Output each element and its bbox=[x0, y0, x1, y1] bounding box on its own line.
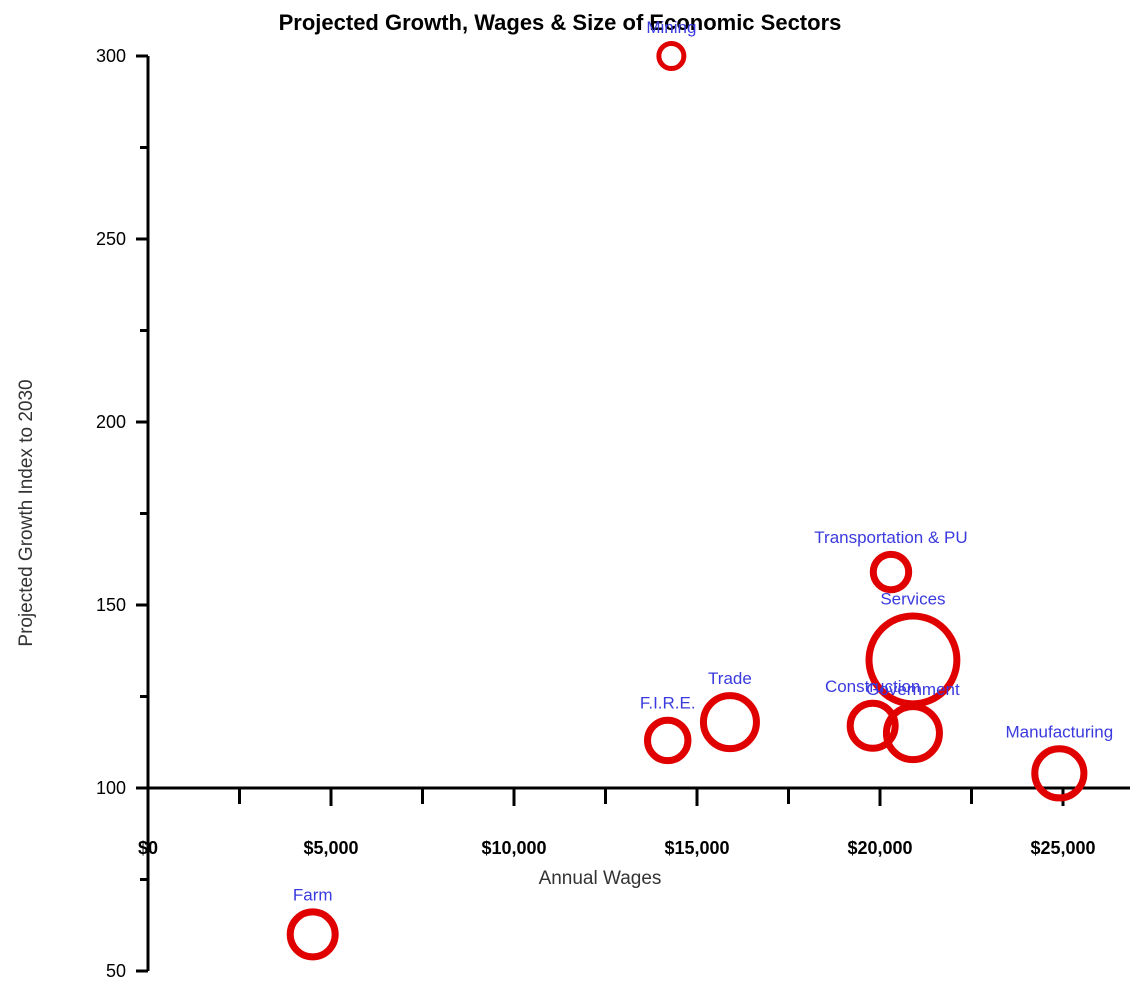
bubble-government bbox=[882, 703, 943, 764]
point-label: Mining bbox=[646, 18, 696, 37]
x-tick-label: $25,000 bbox=[1030, 838, 1095, 858]
point-label: Trade bbox=[708, 669, 752, 688]
y-tick-label: 250 bbox=[96, 229, 126, 249]
bubble-f-i-r-e bbox=[644, 716, 692, 765]
bubble-construction bbox=[846, 699, 899, 752]
y-tick-label: 300 bbox=[96, 46, 126, 66]
x-axis-label: Annual Wages bbox=[539, 868, 662, 889]
point-labels: Mining Transportation & PU Services Trade F.… bbox=[293, 18, 1113, 904]
axes: 50 100 150 200 250 300 $0 $5,000 $10,000 $15,000 $… bbox=[96, 46, 1130, 981]
y-axis-label: Projected Growth Index to 2030 bbox=[16, 379, 37, 646]
bubble-farm bbox=[286, 908, 339, 961]
point-label: Transportation & PU bbox=[814, 528, 967, 547]
bubbles bbox=[286, 41, 1088, 961]
point-label: Construction bbox=[825, 677, 920, 696]
x-tick-label: $0 bbox=[138, 838, 158, 858]
y-tick-label: 50 bbox=[106, 961, 126, 981]
bubble-manufacturing bbox=[1031, 745, 1088, 802]
y-tick-label: 200 bbox=[96, 412, 126, 432]
point-label: Manufacturing bbox=[1005, 722, 1113, 741]
x-tick-label: $20,000 bbox=[847, 838, 912, 858]
bubble-mining bbox=[656, 41, 687, 71]
y-tick-label: 100 bbox=[96, 778, 126, 798]
point-label: Government bbox=[866, 680, 960, 699]
x-tick-label: $10,000 bbox=[481, 838, 546, 858]
point-label: Services bbox=[880, 589, 945, 608]
bubble-transportation-pu bbox=[869, 550, 913, 594]
y-tick-label: 150 bbox=[96, 595, 126, 615]
x-tick-label: $5,000 bbox=[303, 838, 358, 858]
point-label: Farm bbox=[293, 885, 333, 904]
bubble-trade bbox=[699, 692, 760, 753]
chart-title: Projected Growth, Wages & Size of Econom… bbox=[279, 10, 842, 35]
x-tick-label: $15,000 bbox=[664, 838, 729, 858]
point-label: F.I.R.E. bbox=[640, 694, 696, 713]
